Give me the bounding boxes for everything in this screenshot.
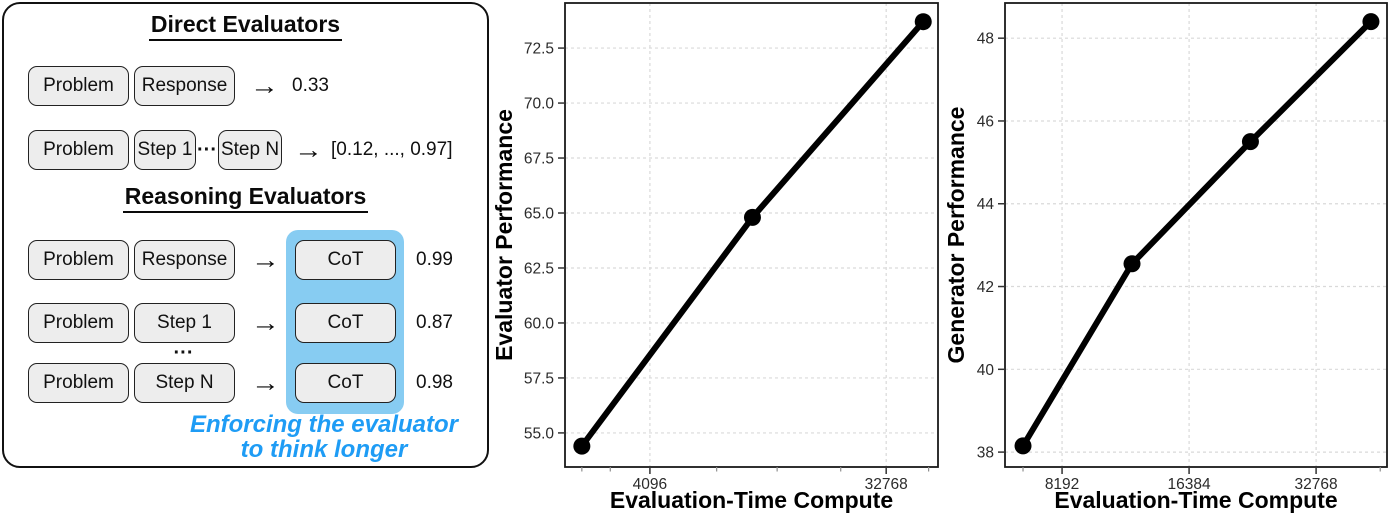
direct-evaluators-title: Direct Evaluators [148,11,343,42]
svg-text:Evaluator Performance: Evaluator Performance [491,109,517,361]
problem-box: Problem [28,66,129,106]
caption-line-1: Enforcing the evaluator [189,411,459,438]
reasoning-row-stepN: Problem Step N → CoT 0.98 [28,363,453,403]
step1-box: Step 1 [134,303,235,343]
reasoning-score-value: 0.87 [416,312,453,333]
problem-box: Problem [28,240,129,280]
enforce-thinking-caption: Enforcing the evaluator to think longer [154,412,494,462]
svg-text:32768: 32768 [865,476,908,493]
caption-line-2: to think longer [240,436,408,463]
reasoning-row-response: Problem Response → CoT 0.99 [28,240,453,280]
evaluator-performance-chart: 4096 32768 55.0 57.5 60.0 62.5 65.0 67.5 70.0 72.… [491,2,939,513]
problem-box: Problem [28,363,129,403]
svg-text:46: 46 [977,113,994,130]
reasoning-row-step1: Problem Step 1 → CoT 0.87 [28,303,453,343]
direct-score-value: 0.33 [292,75,329,96]
svg-text:67.5: 67.5 [524,151,554,168]
direct-evaluators-heading: Direct Evaluators [4,11,487,42]
svg-text:Generator Performance: Generator Performance [943,107,969,364]
direct-row-response: Problem Response → 0.33 [28,66,329,106]
direct-row-steps: Problem Step 1 ··· Step N → [0.12, ..., … [28,130,452,170]
direct-score-list: [0.12, ..., 0.97] [331,139,453,160]
problem-box: Problem [28,130,129,170]
svg-text:48: 48 [977,31,994,48]
reasoning-evaluators-heading: Reasoning Evaluators [4,183,487,214]
svg-text:42: 42 [977,279,994,296]
svg-text:72.5: 72.5 [524,41,554,58]
svg-text:70.0: 70.0 [524,96,555,113]
svg-text:38: 38 [977,445,994,462]
svg-text:16384: 16384 [1168,476,1211,493]
svg-text:65.0: 65.0 [524,206,555,223]
svg-text:40: 40 [977,362,995,379]
cot-box: CoT [295,363,396,403]
arrow-icon: → [251,368,280,397]
svg-text:55.0: 55.0 [524,425,555,442]
svg-text:62.5: 62.5 [524,260,554,277]
svg-text:Evaluation-Time Compute: Evaluation-Time Compute [610,487,893,513]
arrow-icon: → [250,71,279,100]
ellipsis-dots: ··· [197,138,217,161]
step1-box: Step 1 [134,130,196,170]
svg-text:Evaluation-Time Compute: Evaluation-Time Compute [1054,487,1337,513]
reasoning-evaluators-title: Reasoning Evaluators [122,183,369,214]
generator-performance-chart: 8192 16384 32768 38 40 42 44 46 48 Evaluation-Tim… [943,2,1388,513]
svg-text:4096: 4096 [633,476,667,493]
svg-text:60.0: 60.0 [524,315,555,332]
arrow-icon: → [251,308,280,337]
svg-text:8192: 8192 [1045,476,1079,493]
reasoning-score-value: 0.98 [416,372,453,393]
response-box: Response [134,240,235,280]
reasoning-score-value: 0.99 [416,249,453,270]
stepN-box: Step N [218,130,282,170]
svg-text:44: 44 [977,196,995,213]
cot-box: CoT [295,240,396,280]
arrow-icon: → [251,245,280,274]
svg-text:57.5: 57.5 [524,370,554,387]
response-box: Response [134,66,235,106]
ellipsis-dots: ··· [173,342,194,364]
evaluators-diagram-panel: Direct Evaluators Problem Response → 0.3… [2,2,489,468]
svg-text:32768: 32768 [1295,476,1338,493]
problem-box: Problem [28,303,129,343]
cot-box: CoT [295,303,396,343]
stepN-box: Step N [134,363,235,403]
arrow-icon: → [294,135,323,164]
